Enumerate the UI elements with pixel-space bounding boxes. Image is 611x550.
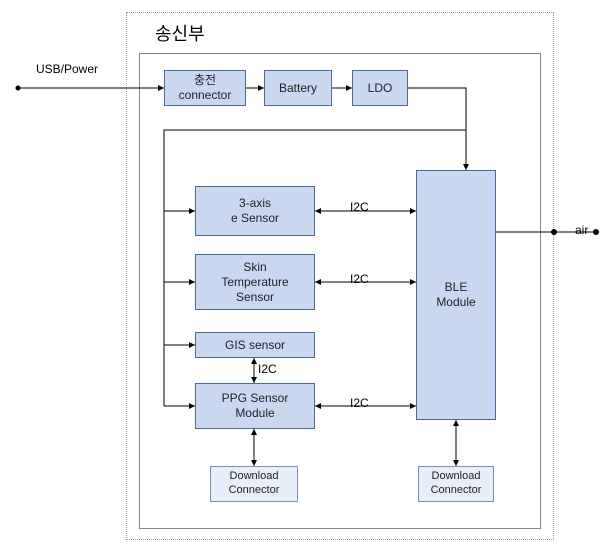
node-battery: Battery <box>264 70 332 106</box>
usb-power-label: USB/Power <box>36 62 98 76</box>
i2c-label-axis: I2C <box>350 200 369 214</box>
dl2-line2: Connector <box>431 484 482 498</box>
skin-line1: Skin <box>221 260 288 275</box>
node-gis-sensor: GIS sensor <box>195 332 315 358</box>
ble-line2: Module <box>436 295 475 310</box>
charge-line2: connector <box>179 88 232 103</box>
axis-line2: e Sensor <box>231 211 279 226</box>
i2c-label-skin: I2C <box>350 272 369 286</box>
node-skin-temp-sensor: Skin Temperature Sensor <box>195 254 315 310</box>
axis-line1: 3-axis <box>231 196 279 211</box>
gis-label: GIS sensor <box>225 338 285 353</box>
node-3axis-sensor: 3-axis e Sensor <box>195 186 315 236</box>
diagram-title: 송신부 <box>155 20 205 46</box>
dl1-line1: Download <box>229 470 280 484</box>
i2c-label-ppg: I2C <box>350 396 369 410</box>
node-download-connector-1: Download Connector <box>210 466 298 502</box>
air-label: air <box>575 223 588 237</box>
node-charge-connector: 충전 connector <box>164 70 246 106</box>
node-ble-module: BLE Module <box>416 170 496 420</box>
skin-line3: Sensor <box>221 290 288 305</box>
charge-line1: 충전 <box>179 73 232 88</box>
dl1-line2: Connector <box>229 484 280 498</box>
ldo-label: LDO <box>368 81 393 96</box>
ppg-line1: PPG Sensor <box>222 391 289 406</box>
ble-line1: BLE <box>436 280 475 295</box>
i2c-label-gis: I2C <box>258 362 277 376</box>
node-ppg-sensor: PPG Sensor Module <box>195 383 315 429</box>
dl2-line1: Download <box>431 470 482 484</box>
skin-line2: Temperature <box>221 275 288 290</box>
battery-label: Battery <box>279 81 317 96</box>
node-download-connector-2: Download Connector <box>418 466 494 502</box>
ppg-line2: Module <box>222 406 289 421</box>
node-ldo: LDO <box>352 70 408 106</box>
